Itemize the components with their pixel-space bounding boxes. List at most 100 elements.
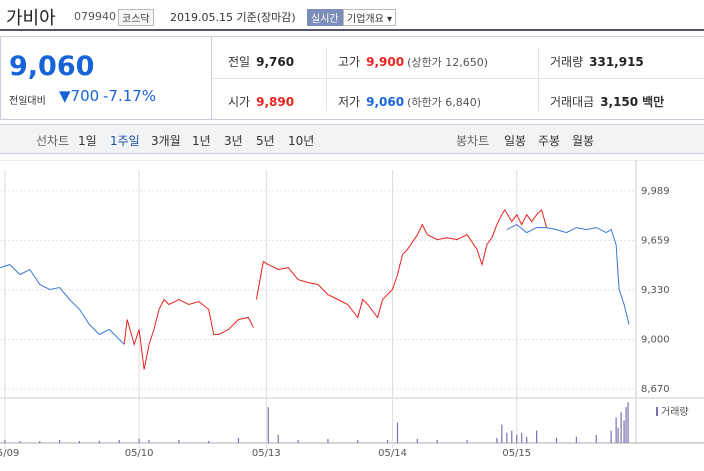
volume-bar <box>595 434 597 443</box>
x-tick-label: 05/09 <box>0 448 19 459</box>
overview-label: 기업개요 <box>347 14 384 25</box>
volume-bar <box>575 436 577 443</box>
stat-label: 저가 <box>338 95 361 109</box>
volume-bar <box>416 438 418 443</box>
stat-note: (하한가 6,840) <box>407 96 481 109</box>
price-line <box>123 298 254 370</box>
overview-dropdown[interactable]: 기업개요 ▾ <box>343 9 397 26</box>
line-chart-label: 선차트 <box>36 134 70 148</box>
period-tab[interactable]: 1일 <box>78 134 97 148</box>
cell-divider <box>326 47 327 111</box>
stat-label: 고가 <box>338 55 361 69</box>
row-divider <box>212 78 704 79</box>
market-badge: 코스닥 <box>118 9 154 26</box>
period-tab[interactable]: 5년 <box>256 134 275 148</box>
volume-bar <box>267 407 269 443</box>
volume-bar <box>536 430 538 443</box>
stat-value: 3,150 <box>600 95 639 109</box>
period-tab[interactable]: 10년 <box>288 134 315 148</box>
volume-legend-swatch <box>656 407 658 416</box>
realtime-button[interactable]: 실시간 <box>307 9 343 26</box>
stat-cell: 거래량 331,915 <box>550 53 644 70</box>
stat-cell: 시가 9,890 <box>228 93 294 110</box>
stats-table: 전일 9,760 고가 9,900 (상한가 12,650) 거래량 331,915 시가 9,… <box>212 36 704 120</box>
change-rate: -7.17% <box>103 87 157 105</box>
volume-bar <box>148 439 150 443</box>
volume-bar <box>178 439 180 443</box>
volume-bar <box>516 434 518 443</box>
quote-box: 9,060 전일대비 ▼700 -7.17% <box>0 36 212 120</box>
cell-divider <box>538 47 539 111</box>
stat-value: 9,900 <box>366 55 405 69</box>
volume-bar <box>39 440 41 443</box>
volume-bar <box>617 427 619 443</box>
stat-value: 9,060 <box>366 95 405 109</box>
stat-cell: 전일 9,760 <box>228 53 294 70</box>
volume-bar <box>466 439 468 443</box>
volume-bar <box>4 439 6 443</box>
stat-unit: 백만 <box>642 95 665 109</box>
period-tab[interactable]: 1주일 <box>110 134 140 148</box>
volume-bar <box>327 438 329 443</box>
stat-value: 9,890 <box>256 95 295 109</box>
volume-bar <box>396 422 399 443</box>
stat-label: 거래대금 <box>550 95 595 109</box>
chart: 9,989 9,659 9,330 9,000 8,670 05/09 05/10 05/13… <box>0 160 704 459</box>
volume-bar <box>386 439 389 443</box>
stat-note: (상한가 12,650) <box>407 56 488 69</box>
date: 2019.05.15 기준(장마감) <box>170 11 296 24</box>
y-tick-label: 8,670 <box>641 384 670 395</box>
volume-bar <box>521 432 523 443</box>
x-tick-label: 05/14 <box>378 448 407 459</box>
divider <box>0 29 704 31</box>
price-line <box>382 208 548 300</box>
volume-bar <box>357 439 359 443</box>
volume-bar <box>208 440 210 443</box>
volume-bar <box>98 440 100 443</box>
price-line <box>506 224 630 325</box>
volume-bar <box>625 407 627 443</box>
stat-value: 9,760 <box>256 55 295 69</box>
period-tab[interactable]: 3개월 <box>151 134 181 148</box>
stat-label: 전일 <box>228 55 251 69</box>
volume-bar <box>506 432 508 443</box>
candle-tab[interactable]: 일봉 <box>504 134 527 148</box>
volume-bar <box>496 437 498 443</box>
change: ▼700 <box>59 87 100 105</box>
candle-tab[interactable]: 월봉 <box>572 134 595 148</box>
stat-label: 거래량 <box>550 55 584 69</box>
y-tick-label: 9,000 <box>641 334 670 345</box>
volume-bar <box>627 402 629 443</box>
y-tick-label: 9,989 <box>641 186 670 197</box>
volume-bar <box>526 436 528 443</box>
stat-cell: 고가 9,900 (상한가 12,650) <box>338 53 488 70</box>
candle-chart-label: 봉차트 <box>456 134 490 148</box>
tab-bar: 선차트 1일 1주일 3개월 1년 3년 5년 10년 봉차트 일봉 주봉 월봉 <box>0 124 704 154</box>
volume-bar <box>19 440 21 443</box>
volume-bar <box>501 424 503 443</box>
volume-bar <box>511 430 513 443</box>
volume-bar <box>555 437 558 443</box>
volume-bar <box>610 430 612 443</box>
x-tick-label: 05/15 <box>502 448 531 459</box>
stat-label: 시가 <box>228 95 251 109</box>
stat-cell: 저가 9,060 (하한가 6,840) <box>338 93 481 110</box>
volume-bar <box>436 439 438 443</box>
period-tab[interactable]: 3년 <box>224 134 243 148</box>
stat-cell: 거래대금 3,150 백만 <box>550 93 664 110</box>
price-line <box>255 260 384 319</box>
volume-bar <box>277 434 279 443</box>
candle-tab[interactable]: 주봉 <box>538 134 561 148</box>
volume-bar <box>297 439 299 443</box>
x-tick-label: 05/10 <box>125 448 154 459</box>
volume-bar <box>620 412 622 443</box>
volume-bar <box>623 420 625 443</box>
y-tick-label: 9,330 <box>641 285 670 296</box>
period-tab[interactable]: 1년 <box>192 134 211 148</box>
y-tick-label: 9,659 <box>641 236 670 247</box>
volume-bar <box>78 440 81 443</box>
stock-name: 가비아 <box>6 8 56 29</box>
stat-value: 331,915 <box>589 55 644 69</box>
volume-bar <box>118 439 120 443</box>
